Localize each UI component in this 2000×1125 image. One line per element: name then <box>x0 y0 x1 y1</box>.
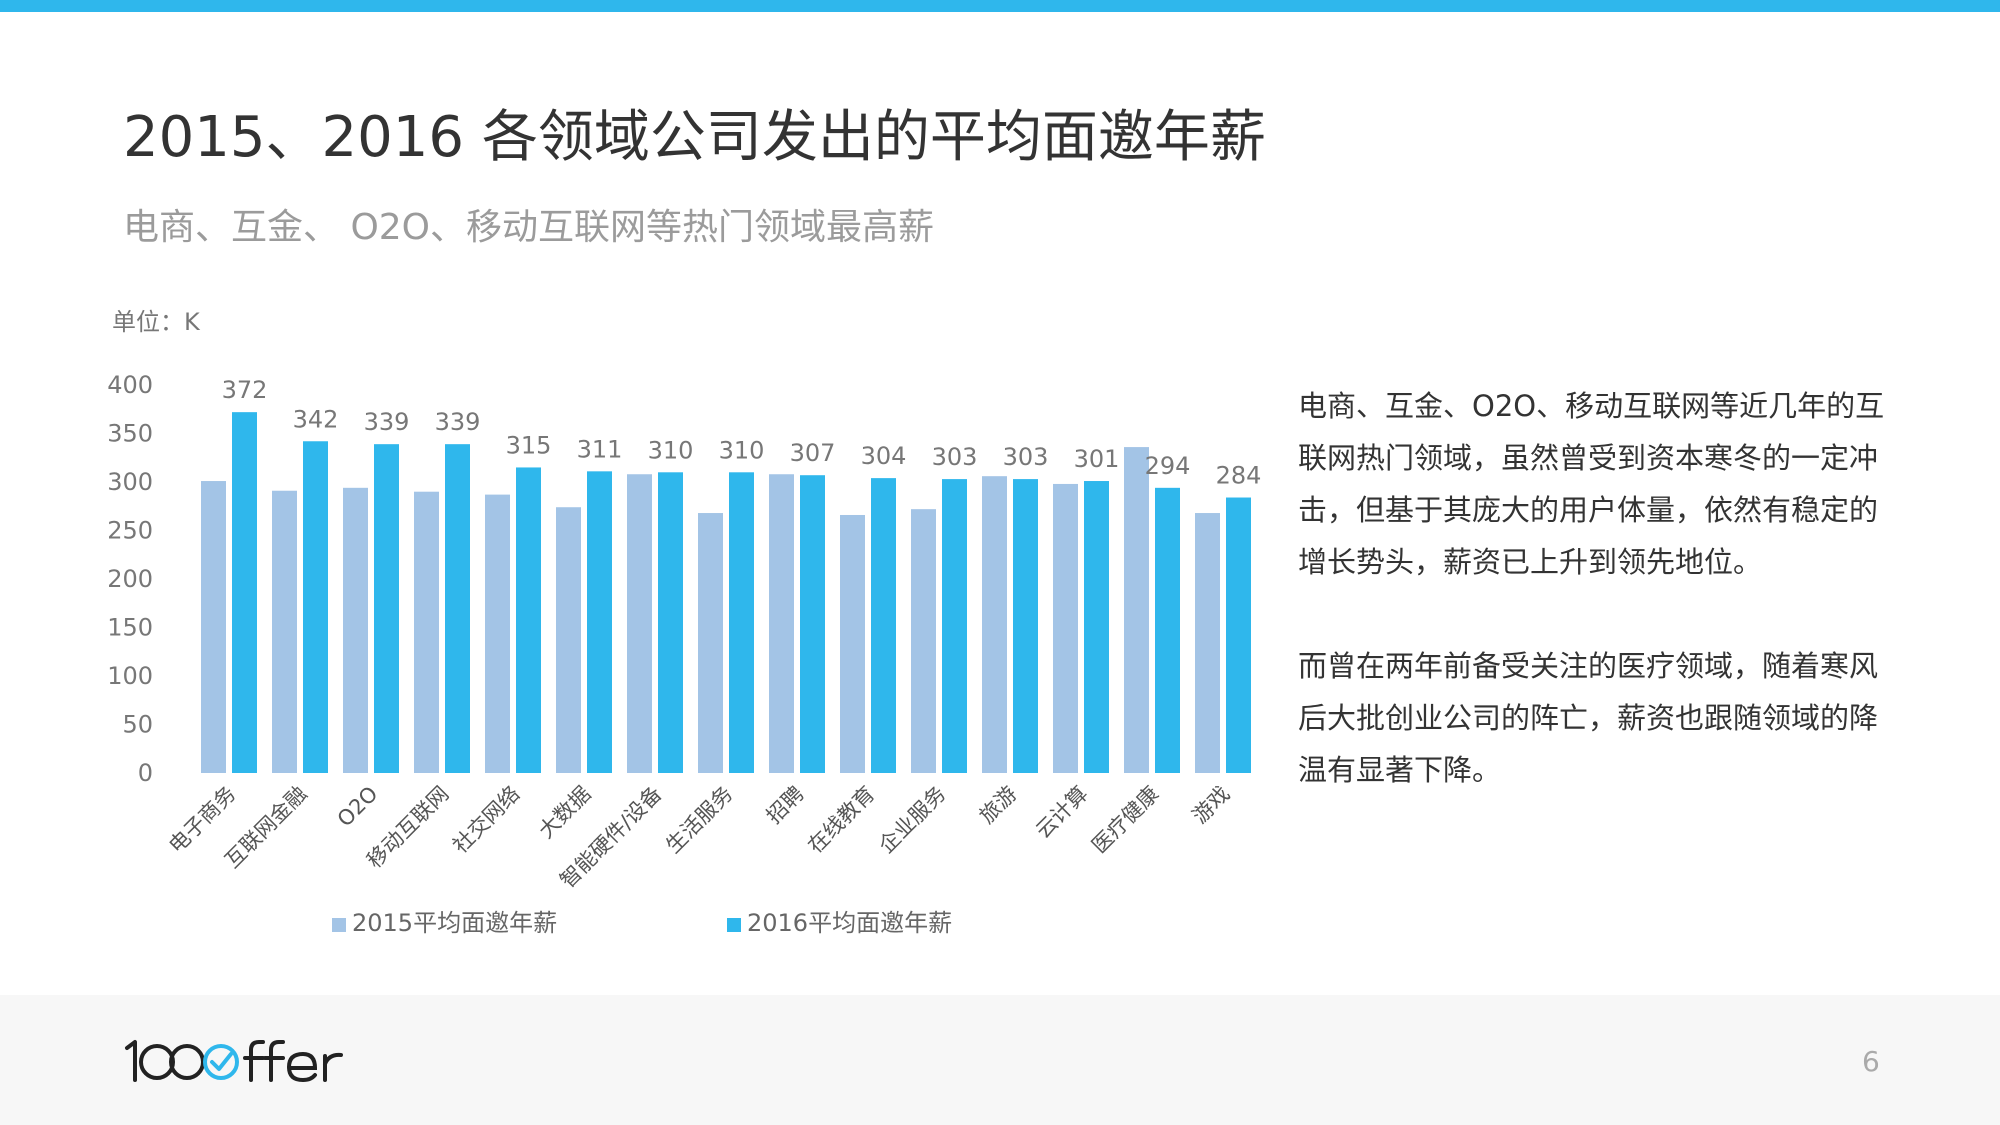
data-label: 310 <box>648 436 694 464</box>
x-tick-label: 生活服务 <box>661 782 737 858</box>
bar-2016 <box>445 444 470 773</box>
data-label: 301 <box>1074 445 1120 473</box>
y-tick-label: 100 <box>107 662 153 690</box>
bar-2015 <box>201 481 226 773</box>
x-tick-label: 在线教育 <box>803 782 879 858</box>
legend-swatch <box>332 918 346 932</box>
bar-2015 <box>272 490 297 773</box>
bar-2016 <box>516 467 541 773</box>
x-tick-label: 云计算 <box>1031 782 1093 844</box>
x-tick-label: 社交网络 <box>448 782 524 858</box>
bar-2015 <box>485 494 510 773</box>
legend-label: 2016平均面邀年薪 <box>747 909 952 937</box>
bar-2016 <box>1226 497 1251 773</box>
legend-label: 2015平均面邀年薪 <box>352 909 557 937</box>
bar-2016 <box>587 471 612 773</box>
data-label: 339 <box>435 408 481 436</box>
y-tick-label: 350 <box>107 420 153 448</box>
bar-2016 <box>800 475 825 773</box>
y-tick-label: 50 <box>122 711 153 739</box>
bar-2015 <box>840 514 865 773</box>
bar-2016 <box>729 472 754 773</box>
data-label: 372 <box>222 376 268 404</box>
bar-2015 <box>911 509 936 773</box>
bar-2016 <box>871 478 896 773</box>
description: 电商、互金、O2O、移动互联网等近几年的互联网热门领域，虽然曾受到资本寒冬的一定… <box>1298 380 1898 848</box>
bar-2016 <box>942 479 967 773</box>
page-title: 2015、2016 各领域公司发出的平均面邀年薪 <box>123 105 1266 170</box>
data-label: 307 <box>790 439 836 467</box>
100offer-logo <box>125 1040 343 1083</box>
data-label: 315 <box>506 431 552 459</box>
y-tick-label: 200 <box>107 565 153 593</box>
bar-2015 <box>414 491 439 773</box>
bar-2016 <box>1155 487 1180 773</box>
x-tick-label: 企业服务 <box>874 782 950 858</box>
bar-2016 <box>303 441 328 773</box>
data-label: 311 <box>577 435 623 463</box>
data-label: 303 <box>1003 443 1049 471</box>
data-label: 303 <box>932 443 978 471</box>
data-label: 294 <box>1145 452 1191 480</box>
y-tick-label: 150 <box>107 614 153 642</box>
y-tick-label: 400 <box>107 371 153 399</box>
description-paragraph-2: 而曾在两年前备受关注的医疗领域，随着寒风后大批创业公司的阵亡，薪资也跟随领域的降… <box>1298 649 1879 787</box>
x-tick-label: O2O <box>333 782 383 832</box>
bar-2015 <box>769 474 794 773</box>
bar-2016 <box>658 472 683 773</box>
bar-2015 <box>1053 483 1078 773</box>
data-label: 339 <box>364 408 410 436</box>
page-subtitle: 电商、互金、 O2O、移动互联网等热门领域最高薪 <box>123 207 935 248</box>
x-tick-label: 医疗健康 <box>1087 782 1163 858</box>
bar-2015 <box>556 507 581 773</box>
data-label: 342 <box>293 405 339 433</box>
y-tick-label: 0 <box>138 759 153 787</box>
bar-2016 <box>232 412 257 773</box>
footer <box>0 995 2000 1125</box>
top-accent-bar <box>0 0 2000 12</box>
bar-2015 <box>1195 513 1220 773</box>
bar-2015 <box>698 513 723 773</box>
bar-2015 <box>1124 447 1149 773</box>
data-label: 310 <box>719 436 765 464</box>
description-paragraph-1: 电商、互金、O2O、移动互联网等近几年的互联网热门领域，虽然曾受到资本寒冬的一定… <box>1298 389 1885 579</box>
x-tick-label: 招聘 <box>762 782 809 829</box>
y-tick-label: 250 <box>107 517 153 545</box>
x-tick-label: 旅游 <box>975 782 1022 829</box>
bar-2015 <box>982 476 1007 773</box>
y-tick-label: 300 <box>107 468 153 496</box>
unit-label: 单位：K <box>112 308 200 336</box>
x-tick-label: 大数据 <box>534 782 596 844</box>
bar-2016 <box>1084 481 1109 773</box>
data-label: 304 <box>861 442 907 470</box>
bar-2016 <box>1013 479 1038 773</box>
x-tick-label: 游戏 <box>1188 782 1235 829</box>
bar-2016 <box>374 444 399 773</box>
data-label: 284 <box>1216 462 1262 490</box>
legend-swatch <box>727 918 741 932</box>
bar-2015 <box>627 474 652 773</box>
page-number: 6 <box>1862 1045 1880 1078</box>
bar-2015 <box>343 487 368 773</box>
